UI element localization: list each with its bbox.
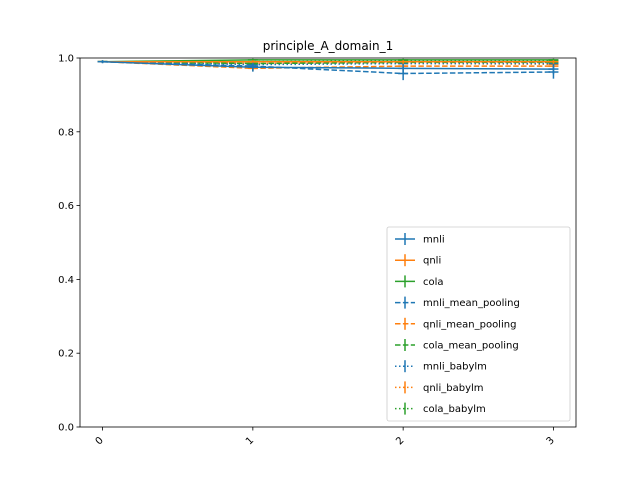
legend-entry-cola-babylm: cola_babylm — [395, 402, 486, 415]
chart-title: principle_A_domain_1 — [263, 39, 394, 53]
legend-entry-cola: cola — [395, 275, 444, 288]
legend-label: mnli — [423, 235, 445, 246]
y-tick-label: 0.4 — [58, 275, 74, 286]
legend-entry-cola-mean-pooling: cola_mean_pooling — [395, 339, 519, 352]
legend-label: mnli_babylm — [423, 362, 487, 373]
legend-entry-mnli-babylm: mnli_babylm — [395, 360, 487, 373]
y-tick-label: 0.8 — [58, 127, 74, 138]
y-tick-label: 1.0 — [58, 54, 74, 65]
series-mnli — [97, 60, 559, 75]
legend-label: mnli_mean_pooling — [423, 298, 520, 309]
y-tick-label: 0.2 — [58, 349, 74, 360]
x-tick-label: 3 — [545, 435, 557, 447]
axes-frame — [79, 57, 577, 428]
legend: mnli qnli cola mnli_mean_pooling qnli_mean_p… — [386, 226, 571, 422]
series-line — [102, 60, 554, 66]
legend-label: qnli_mean_pooling — [423, 319, 516, 330]
legend-box — [386, 226, 571, 422]
legend-label: cola_mean_pooling — [423, 341, 519, 352]
y-tick-label: 0.6 — [58, 201, 74, 212]
series-line — [102, 60, 554, 70]
y-tick-label: 0.0 — [58, 423, 74, 434]
x-tick-label: 0 — [94, 435, 106, 447]
x-tick-label: 1 — [244, 435, 256, 447]
legend-entry-mnli: mnli — [395, 233, 445, 246]
legend-entry-qnli-babylm: qnli_babylm — [395, 381, 484, 394]
legend-label: cola_babylm — [423, 404, 486, 415]
legend-entry-qnli: qnli — [395, 254, 441, 267]
series-layer — [97, 58, 559, 81]
legend-label: cola — [423, 277, 444, 288]
legend-label: qnli_babylm — [423, 383, 484, 394]
legend-entry-qnli-mean-pooling: qnli_mean_pooling — [395, 317, 516, 330]
legend-entry-mnli-mean-pooling: mnli_mean_pooling — [395, 296, 520, 309]
series-line — [102, 59, 554, 63]
legend-label: qnli — [423, 256, 441, 267]
x-tick-label: 2 — [394, 435, 406, 447]
